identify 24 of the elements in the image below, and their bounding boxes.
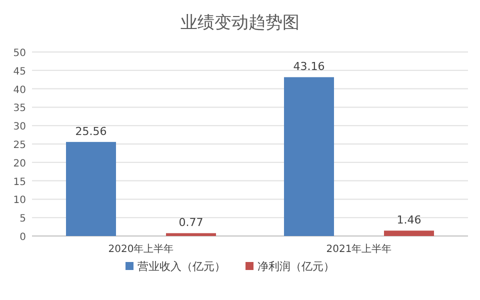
y-tick-label: 40 bbox=[13, 84, 26, 96]
x-tick-label: 2021年上半年 bbox=[326, 243, 392, 255]
y-tick-label: 35 bbox=[13, 103, 26, 114]
bar bbox=[66, 142, 116, 236]
data-label: 0.77 bbox=[178, 216, 204, 230]
chart-title: 业绩变动趋势图 bbox=[180, 13, 300, 33]
legend-label: 净利润（亿元） bbox=[258, 260, 334, 273]
data-label: 25.56 bbox=[75, 124, 107, 138]
y-tick-label: 45 bbox=[13, 66, 26, 78]
bar bbox=[284, 77, 334, 236]
legend-label: 营业收入（亿元） bbox=[138, 260, 226, 273]
y-tick-label: 0 bbox=[20, 232, 26, 243]
y-tick-label: 10 bbox=[13, 195, 26, 206]
y-tick-label: 20 bbox=[13, 158, 26, 170]
bar bbox=[384, 230, 434, 236]
y-tick-label: 30 bbox=[13, 122, 26, 133]
y-tick-label: 25 bbox=[13, 140, 26, 151]
y-tick-label: 15 bbox=[13, 176, 26, 188]
y-tick-label: 50 bbox=[13, 48, 26, 59]
y-tick-label: 5 bbox=[20, 214, 26, 225]
data-label: 43.16 bbox=[293, 60, 325, 74]
bar bbox=[166, 233, 216, 236]
x-tick-label: 2020年上半年 bbox=[108, 243, 174, 255]
data-label: 1.46 bbox=[396, 214, 422, 227]
